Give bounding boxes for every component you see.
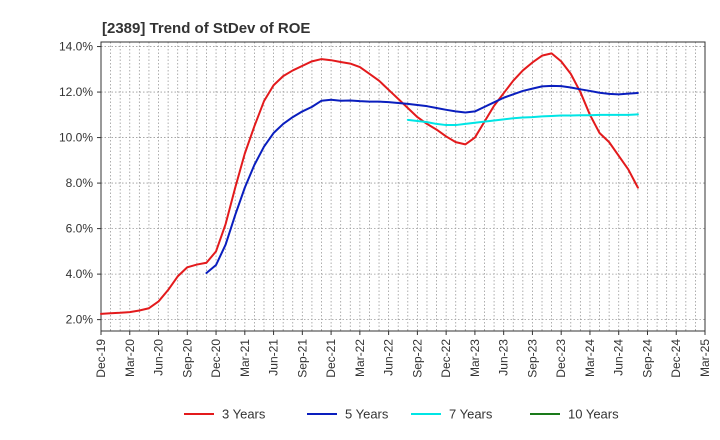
x-tick-label: Jun-24 bbox=[612, 339, 626, 376]
x-tick-label: Mar-21 bbox=[238, 339, 252, 377]
series-line-3-years bbox=[100, 52, 639, 315]
x-tick-label: Sep-23 bbox=[525, 339, 539, 378]
y-tick-label: 10.0% bbox=[59, 131, 93, 145]
x-tick-label: Sep-22 bbox=[410, 339, 424, 378]
x-tick-label: Dec-23 bbox=[554, 339, 568, 378]
grid-lines bbox=[101, 42, 705, 331]
y-tick-label: 8.0% bbox=[66, 176, 94, 190]
x-tick-label: Dec-24 bbox=[669, 339, 683, 378]
x-tick-label: Jun-20 bbox=[152, 339, 166, 376]
x-tick-label: Mar-24 bbox=[583, 339, 597, 377]
x-tick-label: Dec-19 bbox=[94, 339, 108, 378]
series-line-5-years bbox=[205, 84, 639, 274]
x-tick-label: Sep-20 bbox=[180, 339, 194, 378]
series-layer bbox=[100, 52, 639, 315]
plot-frame bbox=[100, 41, 706, 332]
legend-label-7-years: 7 Years bbox=[449, 407, 493, 422]
y-tick-label: 2.0% bbox=[66, 313, 94, 327]
x-axis: Dec-19 Mar-20 Jun-20 Sep-20 Dec-20 Mar-21 Jun-… bbox=[94, 331, 712, 378]
y-tick-label: 12.0% bbox=[59, 85, 93, 99]
y-tick-label: 14.0% bbox=[59, 40, 93, 54]
x-tick-label: Sep-24 bbox=[640, 339, 654, 378]
x-tick-label: Mar-20 bbox=[123, 339, 137, 377]
x-tick-label: Sep-21 bbox=[295, 339, 309, 378]
x-tick-label: Mar-22 bbox=[353, 339, 367, 377]
y-tick-label: 4.0% bbox=[66, 267, 94, 281]
legend-label-3-years: 3 Years bbox=[222, 407, 266, 422]
legend-label-10-years: 10 Years bbox=[568, 407, 619, 422]
x-tick-label: Mar-25 bbox=[698, 339, 712, 377]
chart-title: [2389] Trend of StDev of ROE bbox=[102, 20, 310, 37]
legend: 3 Years 5 Years 7 Years 10 Years bbox=[184, 407, 619, 422]
x-tick-label: Dec-21 bbox=[324, 339, 338, 378]
x-tick-label: Dec-22 bbox=[439, 339, 453, 378]
legend-label-5-years: 5 Years bbox=[345, 407, 389, 422]
x-tick-label: Mar-23 bbox=[468, 339, 482, 377]
y-tick-label: 6.0% bbox=[66, 222, 94, 236]
y-axis: 2.0% 4.0% 6.0% 8.0% 10.0% 12.0% 14.0% bbox=[59, 40, 101, 327]
x-tick-label: Dec-20 bbox=[209, 339, 223, 378]
series-line-7-years bbox=[406, 113, 639, 127]
x-tick-label: Jun-22 bbox=[382, 339, 396, 376]
x-tick-label: Jun-23 bbox=[497, 339, 511, 376]
x-tick-label: Jun-21 bbox=[267, 339, 281, 376]
